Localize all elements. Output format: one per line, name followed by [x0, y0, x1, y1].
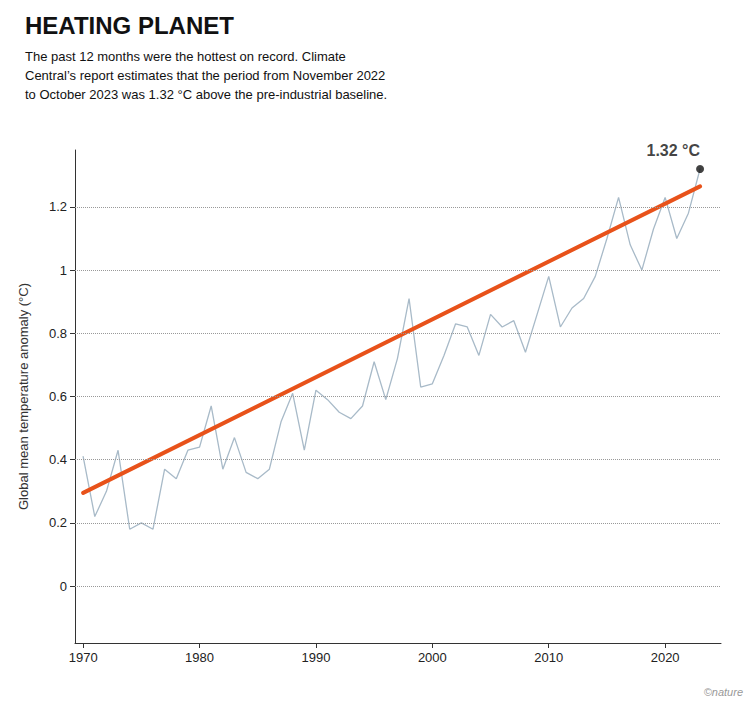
- svg-text:1.32 °C: 1.32 °C: [647, 142, 701, 159]
- svg-text:1980: 1980: [185, 650, 214, 665]
- svg-text:1: 1: [60, 263, 67, 278]
- svg-text:0.2: 0.2: [49, 515, 67, 530]
- svg-text:Central’s report estimates tha: Central’s report estimates that the peri…: [25, 68, 385, 83]
- svg-text:0.6: 0.6: [49, 389, 67, 404]
- svg-text:1970: 1970: [69, 650, 98, 665]
- svg-text:1990: 1990: [301, 650, 330, 665]
- svg-text:1.2: 1.2: [49, 199, 67, 214]
- svg-text:0: 0: [60, 579, 67, 594]
- svg-text:0.8: 0.8: [49, 326, 67, 341]
- svg-text:0.4: 0.4: [49, 452, 67, 467]
- svg-text:The past 12 months were the ho: The past 12 months were the hottest on r…: [25, 49, 346, 64]
- svg-text:©nature: ©nature: [704, 686, 743, 698]
- svg-text:to October 2023 was 1.32 °C ab: to October 2023 was 1.32 °C above the pr…: [25, 87, 387, 102]
- svg-text:2010: 2010: [534, 650, 563, 665]
- svg-text:2000: 2000: [418, 650, 447, 665]
- svg-text:2020: 2020: [651, 650, 680, 665]
- svg-text:Global mean temperature anomal: Global mean temperature anomaly (°C): [16, 283, 31, 510]
- svg-text:HEATING PLANET: HEATING PLANET: [25, 12, 234, 39]
